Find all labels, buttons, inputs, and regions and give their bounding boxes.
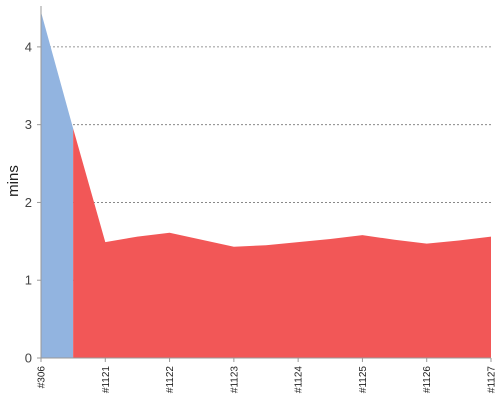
y-tick-label: 3 <box>25 117 32 132</box>
y-tick-label: 4 <box>25 39 32 54</box>
x-tick-label: #306 <box>37 366 48 389</box>
x-tick-label: #1121 <box>101 366 112 394</box>
x-tick-label: #1124 <box>294 366 305 394</box>
x-tick-label: #1126 <box>422 366 433 394</box>
x-tick-label: #1127 <box>487 366 498 394</box>
area-series-1 <box>73 128 492 358</box>
y-tick-label: 0 <box>25 351 32 366</box>
y-tick-label: 1 <box>25 273 32 288</box>
x-tick-labels: #306 #1121 #1122 #1123 #1124 #1125 #1126 #1127 <box>37 366 498 394</box>
y-tick-labels: 0 1 2 3 4 <box>25 39 32 365</box>
y-axis-label: mins <box>5 165 22 197</box>
x-tick-label: #1123 <box>229 366 240 394</box>
x-tick-label: #1125 <box>358 366 369 394</box>
area-series-0 <box>41 11 74 359</box>
y-tick-label: 2 <box>25 195 32 210</box>
axes <box>37 6 492 362</box>
area-series <box>41 11 492 359</box>
x-tick-label: #1122 <box>165 366 176 394</box>
